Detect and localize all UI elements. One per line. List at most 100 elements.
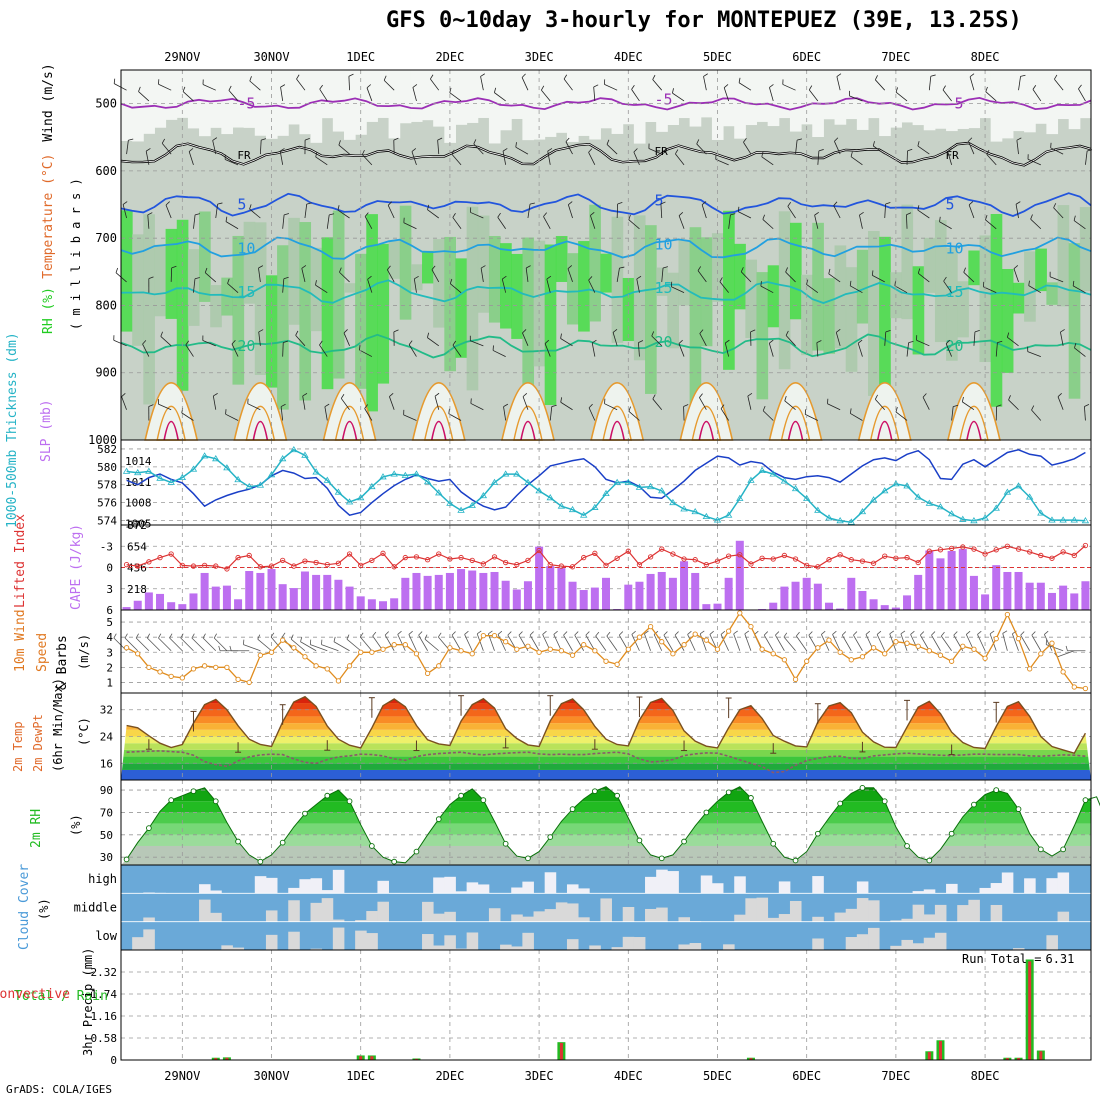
wind-barb [121,396,127,410]
wind-barb-flag [769,84,774,88]
wind-barb-flag [494,87,497,93]
rh-dry-cell [845,70,858,120]
wind-barb-flag [633,148,638,153]
wind-barb-flag [762,405,766,411]
wind-barb [1078,88,1086,102]
sfc-wind-barb-flag [418,631,423,636]
wind-barb [122,204,127,219]
rh-marker [1060,846,1066,853]
sfc-wind-barb-flag [384,631,389,636]
sfc-wind-barb-flag [1020,631,1025,636]
slp-marker [423,478,432,485]
wind-barb-flag [480,265,486,269]
li-marker [135,563,141,569]
wind-barb [873,145,885,155]
wind-speed-marker [982,655,988,661]
rh-marker [1015,806,1022,812]
wind-barb [814,215,819,229]
wind-barb-flag [521,73,526,78]
rh-moist-cell [377,243,390,384]
wind-barb [738,211,752,219]
li-marker [201,562,208,569]
cloud-cell [845,937,858,950]
cloud-cell [355,920,367,922]
rh-moist-cell [667,272,679,349]
wind-speed-marker [737,610,743,616]
wind-barb-flag [452,340,457,346]
slp-marker [769,470,777,477]
li-marker [1004,543,1011,549]
wind-barb [470,403,484,411]
slp-marker [568,505,577,513]
sfc-wind-barb-flag [497,630,503,635]
sfc-wind-barb-flag [218,645,221,651]
wind-barb [158,83,172,91]
sfc-wind-barb-flag [563,631,568,636]
wind-barb-flag [546,275,552,280]
wind-barb-flag [683,404,689,407]
li-marker [960,544,966,550]
wind-barb-flag [204,267,208,273]
li-marker [815,564,821,570]
rh-moist-cell [711,233,724,302]
cloud-cell [288,887,300,894]
sfc-wind-barb-flag [574,631,579,636]
cloud-cell [254,876,267,894]
slp-marker [736,494,744,501]
rh-marker [904,843,910,849]
wind-barb-flag [872,141,875,147]
wind-barb-flag [871,270,874,276]
temp-tick-label: 24 [100,731,114,744]
cloud-cell [232,947,245,950]
sfc-wind-barb-flag [180,633,184,639]
wind-speed-marker [424,670,431,677]
rh-moist-cell [979,235,992,363]
cape-bar [312,574,321,610]
wind-barb-flag [452,213,456,218]
rh-moist-cell [912,266,925,355]
wind-barb [567,204,573,219]
sfc-wind-barb [1057,650,1075,658]
cloud-cell [711,883,724,894]
wind-barb [631,89,640,102]
wind-barb-flag [283,213,290,216]
precip-tick-label: 0.58 [91,1032,118,1045]
wind-barb [431,269,440,283]
wind-barb-flag [306,202,312,205]
precip-convective-bar [214,1058,218,1060]
wind-barb-flag [628,406,631,412]
wind-barb-flag [849,408,852,414]
rh-marker [547,834,554,840]
wind-barb [723,87,730,102]
wind-barb [338,144,350,155]
cloud-cell [332,869,345,894]
wind-barb-flag [387,201,392,206]
sfc-wind-barb [687,634,696,651]
wind-barb [386,269,395,283]
li-marker [703,562,709,568]
cloud-cell [856,881,869,894]
wind-barb-flag [818,149,824,152]
wind-barb-flag [874,75,878,80]
isotherm-label: 10 [946,239,964,257]
wind-barb-flag [364,404,368,409]
isotherm-label: 10 [655,235,673,253]
sfc-wind-barb [606,635,618,651]
wind-barb [850,413,863,421]
wind-speed-marker [190,666,197,672]
wind-barb [348,76,350,91]
rh-dry-cell [1035,70,1047,124]
wind-barb [761,156,774,166]
rh-moist-cell [622,277,635,342]
rh-dry-cell [310,70,323,143]
wind-barb-flag [849,280,852,286]
wind-barb [1016,140,1019,155]
slp-marker [457,506,465,513]
pressure-tick-label: 800 [95,298,117,312]
cloud-cell [767,917,780,922]
cape-bar [590,587,599,610]
isotherm-label: 15 [946,283,964,301]
rh-moist-cell [455,258,468,358]
wind-barb [543,216,551,229]
wind-barb [492,350,506,357]
